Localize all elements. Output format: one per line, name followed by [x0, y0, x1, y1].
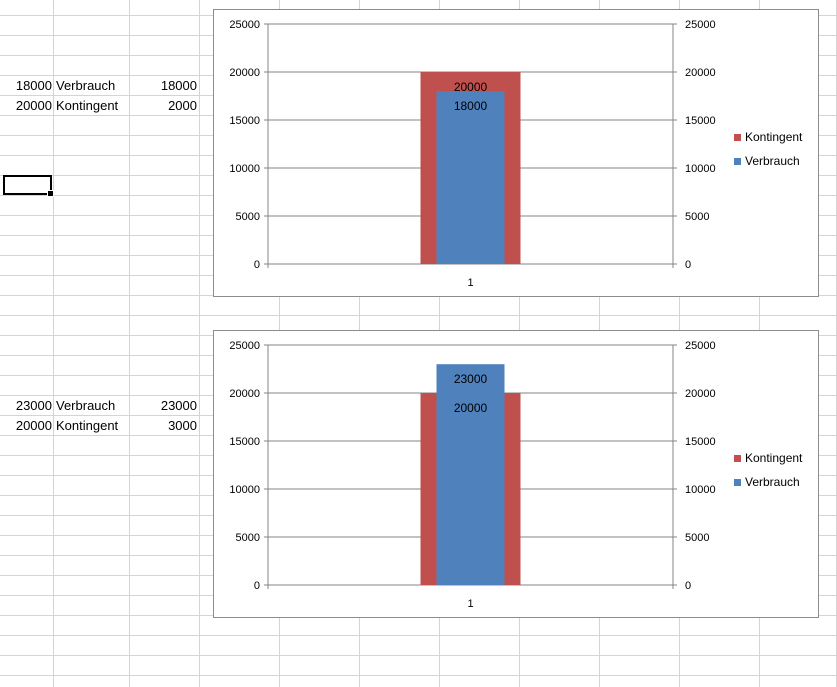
y-tick-label-right: 0 [685, 580, 691, 592]
legend-swatch-kontingent [734, 134, 741, 141]
cell-b-verbrauch-2[interactable]: Verbrauch [56, 398, 116, 413]
column-gridline [129, 0, 130, 687]
data-label-verbrauch: 23000 [454, 372, 488, 386]
row-gridline [0, 635, 837, 636]
y-tick-label-right: 20000 [685, 388, 716, 400]
data-label-kontingent: 20000 [454, 401, 488, 415]
column-gridline [199, 0, 200, 687]
cell-a-verbrauch-2[interactable]: 23000 [15, 398, 52, 413]
y-tick-label-left: 5000 [236, 532, 260, 544]
x-tick-label: 1 [467, 598, 473, 610]
legend-label-kontingent: Kontingent [745, 130, 803, 144]
cell-a-kontingent-1[interactable]: 20000 [15, 98, 52, 113]
legend-swatch-verbrauch [734, 158, 741, 165]
legend-label-verbrauch: Verbrauch [745, 475, 800, 489]
y-tick-label-right: 5000 [685, 532, 709, 544]
y-tick-label-left: 15000 [229, 115, 260, 127]
cell-c-verbrauch-2[interactable]: 23000 [160, 398, 197, 413]
row-gridline [0, 655, 837, 656]
y-tick-label-left: 10000 [229, 484, 260, 496]
chart-1[interactable]: 0 0 5000 5000 10000 10000 15000 15000 20000 20000… [213, 9, 819, 297]
cell-c-kontingent-2[interactable]: 3000 [168, 418, 197, 433]
y-tick-label-right: 0 [685, 259, 691, 271]
legend-label-kontingent: Kontingent [745, 451, 803, 465]
y-tick-label-left: 20000 [229, 388, 260, 400]
y-tick-label-right: 10000 [685, 484, 716, 496]
y-tick-label-left: 25000 [229, 19, 260, 31]
y-tick-label-right: 20000 [685, 67, 716, 79]
y-tick-label-left: 0 [254, 259, 260, 271]
data-label-verbrauch: 18000 [454, 99, 488, 113]
y-tick-label-right: 15000 [685, 115, 716, 127]
x-tick-label: 1 [467, 277, 473, 289]
y-tick-label-left: 25000 [229, 340, 260, 352]
cell-a-kontingent-2[interactable]: 20000 [15, 418, 52, 433]
row-gridline [0, 675, 837, 676]
y-tick-label-left: 0 [254, 580, 260, 592]
legend-label-verbrauch: Verbrauch [745, 154, 800, 168]
y-tick-label-left: 20000 [229, 67, 260, 79]
cell-b-kontingent-2[interactable]: Kontingent [56, 418, 119, 433]
cell-c-kontingent-1[interactable]: 2000 [168, 98, 197, 113]
cell-b-verbrauch-1[interactable]: Verbrauch [56, 78, 116, 93]
row-gridline [0, 315, 837, 316]
bar-verbrauch [436, 91, 505, 264]
y-tick-label-left: 15000 [229, 436, 260, 448]
y-tick-label-right: 10000 [685, 163, 716, 175]
column-gridline [53, 0, 54, 687]
y-tick-label-left: 5000 [236, 211, 260, 223]
bar-verbrauch [436, 364, 505, 585]
cell-a-verbrauch-1[interactable]: 18000 [15, 78, 52, 93]
cell-b-kontingent-1[interactable]: Kontingent [56, 98, 119, 113]
y-tick-label-right: 25000 [685, 340, 716, 352]
y-tick-label-right: 15000 [685, 436, 716, 448]
legend-swatch-verbrauch [734, 479, 741, 486]
chart-2-svg: 0 0 5000 5000 10000 10000 15000 15000 20000 20000… [229, 340, 803, 610]
chart-1-svg: 0 0 5000 5000 10000 10000 15000 15000 20000 20000… [229, 19, 803, 289]
y-tick-label-right: 5000 [685, 211, 709, 223]
legend-swatch-kontingent [734, 455, 741, 462]
y-tick-label-left: 10000 [229, 163, 260, 175]
fill-handle[interactable] [47, 190, 54, 197]
cell-c-verbrauch-1[interactable]: 18000 [160, 78, 197, 93]
y-tick-label-right: 25000 [685, 19, 716, 31]
chart-2[interactable]: 0 0 5000 5000 10000 10000 15000 15000 20000 20000… [213, 330, 819, 618]
data-label-kontingent: 20000 [454, 80, 488, 94]
selected-cell[interactable] [3, 175, 54, 197]
